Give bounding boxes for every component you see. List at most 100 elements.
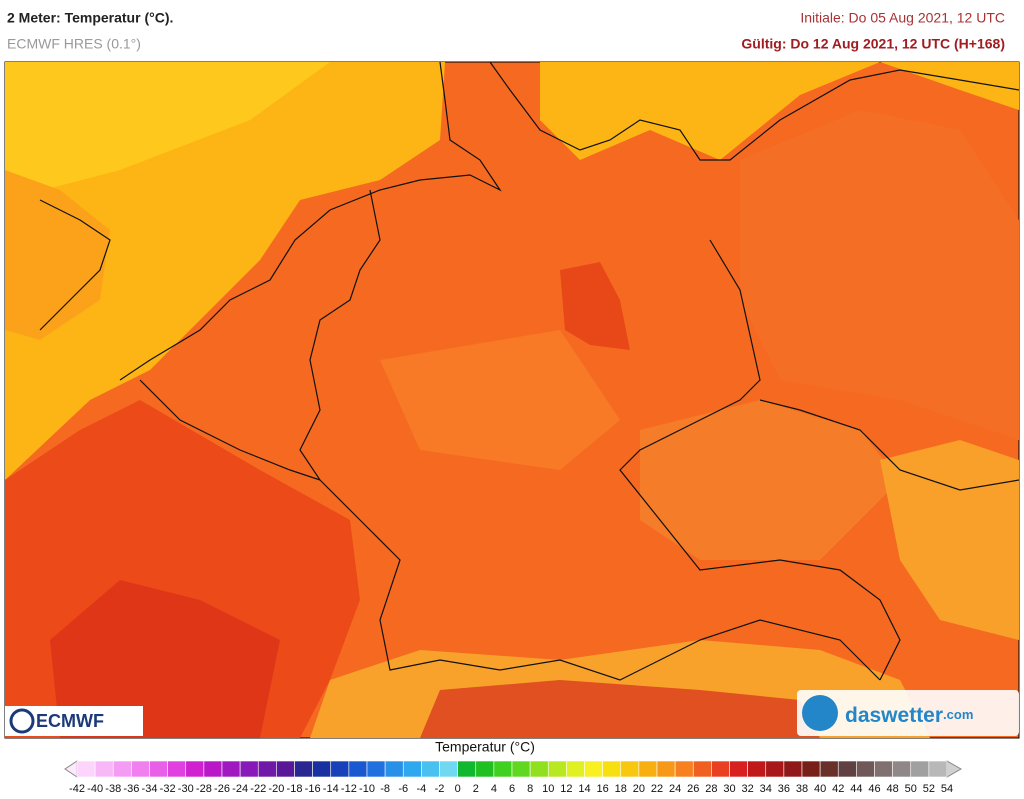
colorbar-swatch — [167, 760, 187, 778]
colorbar-swatch — [584, 760, 603, 778]
colorbar-swatch — [348, 760, 368, 778]
colorbar-tick-label: -16 — [305, 783, 321, 795]
colorbar-tick-label: 24 — [669, 783, 681, 795]
colorbar-tick-label: 50 — [905, 783, 917, 795]
colorbar-tick-label: -4 — [416, 783, 426, 795]
map — [4, 61, 1020, 739]
subtitle: ECMWF HRES (0.1°) — [7, 36, 141, 52]
colorbar-swatch — [185, 760, 205, 778]
colorbar-tick-label: -2 — [435, 783, 445, 795]
colorbar-swatch — [131, 760, 150, 778]
colorbar-swatch — [457, 760, 477, 778]
colorbar-tick-label: 26 — [687, 783, 699, 795]
colorbar-tick-label: 10 — [542, 783, 554, 795]
colorbar-tick-label: -14 — [323, 783, 339, 795]
colorbar-tick-label: 8 — [527, 783, 533, 795]
colorbar-swatch — [928, 760, 948, 778]
colorbar-swatch — [94, 760, 114, 778]
colorbar-swatch — [801, 760, 821, 778]
colorbar-swatch — [475, 760, 495, 778]
colorbar-swatch — [421, 760, 440, 778]
colorbar-tick-label: 54 — [941, 783, 953, 795]
ecmwf-logo-text: ECMWF — [36, 711, 104, 731]
colorbar-tick-label: 18 — [615, 783, 627, 795]
colorbar-swatch — [765, 760, 785, 778]
colorbar-tick-label: 48 — [887, 783, 899, 795]
colorbar-tick-label: 4 — [491, 783, 497, 795]
daswetter-main: daswetter — [845, 704, 943, 727]
colorbar-tick-label: 0 — [455, 783, 461, 795]
colorbar-tick-label: 34 — [760, 783, 772, 795]
colorbar-tick-label: -20 — [268, 783, 284, 795]
colorbar-tick-label: 32 — [742, 783, 754, 795]
colorbar-tick-label: 2 — [473, 783, 479, 795]
init-time: Initiale: Do 05 Aug 2021, 12 UTC — [800, 10, 1005, 26]
colorbar-tick-label: -12 — [341, 783, 357, 795]
colorbar-tick-label: -24 — [232, 783, 248, 795]
colorbar-swatch — [257, 760, 277, 778]
daswetter-logo-text: daswetter.com — [845, 704, 973, 727]
legend-title: Temperatur (°C) — [435, 739, 535, 755]
colorbar-tick-label: 12 — [560, 783, 572, 795]
colorbar-swatch — [384, 760, 404, 778]
colorbar-swatch — [711, 760, 730, 778]
colorbar-swatch — [439, 760, 458, 778]
colorbar-tick-label: -38 — [105, 783, 121, 795]
colorbar-swatch — [203, 760, 223, 778]
colorbar-tick-label: -42 — [69, 783, 85, 795]
colorbar-tick-label: -6 — [398, 783, 408, 795]
colorbar-tick-label: -36 — [123, 783, 139, 795]
colorbar-tick-label: 20 — [633, 783, 645, 795]
colorbar-tick-label: 22 — [651, 783, 663, 795]
colorbar-tick-label: 46 — [868, 783, 880, 795]
colorbar-tick-label: 52 — [923, 783, 935, 795]
colorbar-tick-label: 28 — [705, 783, 717, 795]
colorbar-tick-label: -22 — [250, 783, 266, 795]
colorbar-tick-label: -18 — [287, 783, 303, 795]
colorbar-swatch — [620, 760, 640, 778]
colorbar-tick-label: 30 — [723, 783, 735, 795]
valid-time: Gültig: Do 12 Aug 2021, 12 UTC (H+168) — [741, 36, 1005, 52]
colorbar-tick-label: 16 — [597, 783, 609, 795]
colorbar-tick-label: 40 — [814, 783, 826, 795]
colorbar-tick-label: 6 — [509, 783, 515, 795]
colorbar-swatch — [783, 760, 803, 778]
colorbar-tick-label: -8 — [380, 783, 390, 795]
colorbar-swatch — [602, 760, 622, 778]
colorbar-swatch — [276, 760, 295, 778]
colorbar-swatch — [910, 760, 930, 778]
colorbar-swatch — [330, 760, 350, 778]
colorbar-swatch — [874, 760, 893, 778]
daswetter-suffix: .com — [943, 707, 973, 722]
colorbar-tick-label: 36 — [778, 783, 790, 795]
colorbar-swatch — [493, 760, 513, 778]
colorbar-swatch — [76, 760, 96, 778]
colorbar-swatch — [511, 760, 531, 778]
colorbar-swatch — [692, 760, 712, 778]
colorbar-swatch — [149, 760, 168, 778]
colorbar-swatch — [366, 760, 386, 778]
colorbar-tick-label: 44 — [850, 783, 862, 795]
colorbar-tick-label: -34 — [142, 783, 158, 795]
colorbar-swatch — [837, 760, 857, 778]
colorbar-arrow-left — [64, 760, 78, 778]
colorbar-swatch — [747, 760, 767, 778]
daswetter-logo: daswetter.com — [797, 690, 1019, 736]
colorbar-tick-label: 14 — [578, 783, 590, 795]
colorbar-swatch — [221, 760, 241, 778]
colorbar-arrow-right — [946, 760, 963, 778]
colorbar-tick-label: -30 — [178, 783, 194, 795]
colorbar-swatch — [112, 760, 132, 778]
colorbar-swatch — [239, 760, 259, 778]
colorbar-swatch — [402, 760, 422, 778]
colorbar: -42 -40 -38 -36 -34 -32 -30 -28 -26 -24 -22 -20 -18-… — [64, 760, 963, 795]
colorbar-tick-label: -28 — [196, 783, 212, 795]
colorbar-swatch — [547, 760, 567, 778]
colorbar-tick-label: -32 — [160, 783, 176, 795]
colorbar-swatch — [566, 760, 585, 778]
colorbar-tick-label: 38 — [796, 783, 808, 795]
colorbar-swatch — [674, 760, 694, 778]
colorbar-swatch — [729, 760, 748, 778]
